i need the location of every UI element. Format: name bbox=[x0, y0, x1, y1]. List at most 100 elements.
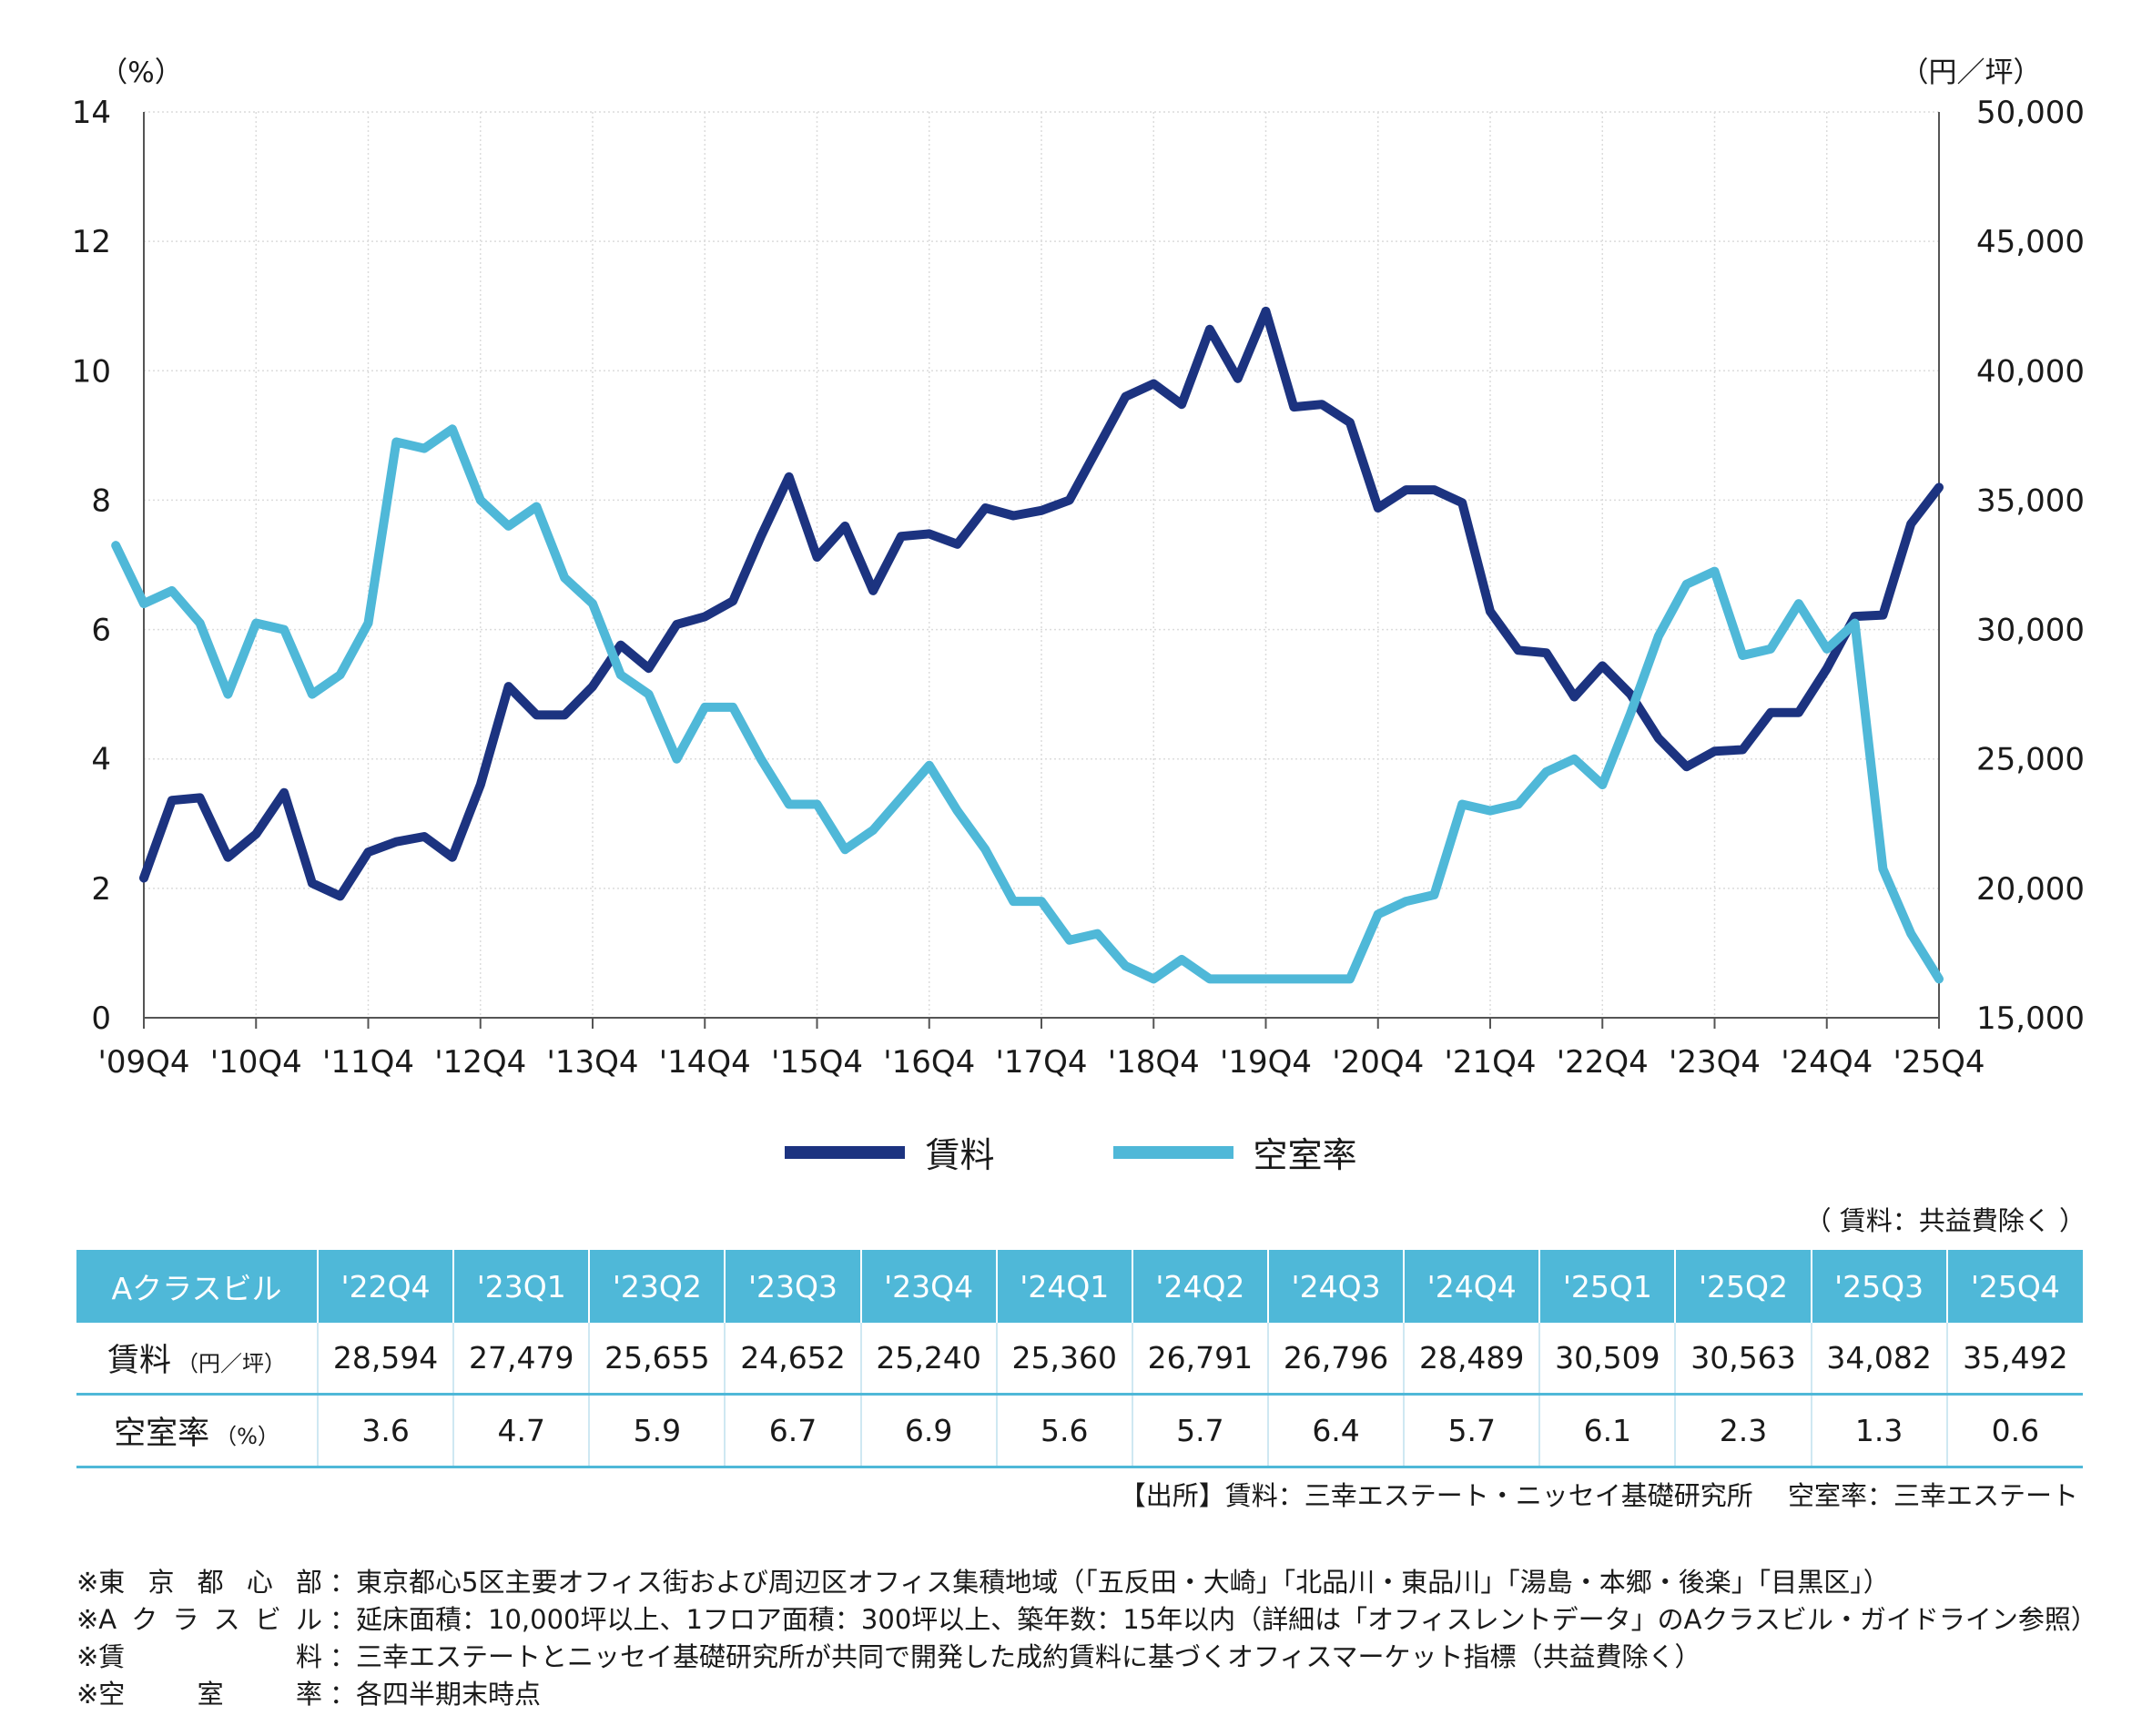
axes: 0 2 4 6 8 10 12 14 15,000 20,000 25,000 30,000 35,00… bbox=[72, 56, 2085, 1081]
table-cell: 3.6 bbox=[316, 1394, 454, 1468]
table-cell: 2.3 bbox=[1674, 1394, 1812, 1468]
x-tick-label: '25Q4 bbox=[1893, 1044, 1985, 1081]
left-tick-label: 0 bbox=[91, 1000, 111, 1037]
right-tick-label: 35,000 bbox=[1976, 482, 2085, 519]
footnote-label-char: 都 bbox=[197, 1567, 224, 1598]
table-header-cell: '23Q4 bbox=[859, 1250, 997, 1323]
table-row-vacancy: 空室率 （%） 3.6 4.7 5.9 6.7 6.9 5.6 5.7 6.4 5.7 6.1 2.3… bbox=[76, 1394, 2083, 1468]
x-tick-label: '17Q4 bbox=[995, 1044, 1087, 1081]
footnote-label-char: 部 bbox=[295, 1567, 322, 1598]
table-cell: 26,796 bbox=[1266, 1323, 1405, 1396]
table-row-rent: 賃料 （円／坪） 28,594 27,479 25,655 24,652 25,240 25… bbox=[76, 1323, 2083, 1396]
table-cell: 5.6 bbox=[995, 1394, 1132, 1468]
left-tick-label: 8 bbox=[91, 482, 111, 519]
legend-label-vacancy: 空室率 bbox=[1253, 1135, 1357, 1175]
table-header-cell: '22Q4 bbox=[316, 1250, 454, 1323]
footnote-label: ※A クラスビル bbox=[76, 1601, 330, 1639]
footnote-label-char: 京 bbox=[147, 1567, 175, 1598]
footnote-label-char: ラ bbox=[172, 1604, 199, 1635]
footnote-label-char: ル bbox=[295, 1604, 322, 1635]
footnote-label: ※空 室 率 bbox=[76, 1676, 330, 1713]
x-tick-label: '20Q4 bbox=[1332, 1044, 1424, 1081]
table-header-cell: '24Q1 bbox=[995, 1250, 1132, 1323]
legend-label-rent: 賃料 bbox=[925, 1135, 995, 1175]
left-axis-unit: （%） bbox=[99, 56, 182, 89]
table-row-label: 賃料 （円／坪） bbox=[76, 1323, 318, 1396]
footnote-label-char: ビ bbox=[254, 1604, 281, 1635]
footnote-label-char: ※空 bbox=[76, 1679, 126, 1710]
footnote-row: ※賃 料 ：三幸エステートとニッセイ基礎研究所が共同で開発した成約賃料に基づくオフィ… bbox=[76, 1639, 2097, 1676]
table-header-cell: '25Q2 bbox=[1674, 1250, 1812, 1323]
left-tick-label: 10 bbox=[72, 353, 111, 390]
vacancy-series-line bbox=[111, 424, 1944, 984]
footnote-label-char: 料 bbox=[295, 1641, 322, 1672]
footnote-text: ：東京都心5区主要オフィス街および周辺区オフィス集積地域（「五反田・大崎」「北品… bbox=[330, 1567, 1890, 1598]
footnote-label-char: ※賃 bbox=[76, 1641, 126, 1672]
row-label-text: 賃料 bbox=[107, 1343, 171, 1379]
x-tick-label: '12Q4 bbox=[434, 1044, 526, 1081]
row-label-unit: （円／坪） bbox=[177, 1351, 286, 1376]
table-cell: 35,492 bbox=[1945, 1323, 2083, 1396]
table-header-cell: '23Q1 bbox=[452, 1250, 590, 1323]
table-cell: 6.7 bbox=[724, 1394, 861, 1468]
x-tick-label: '21Q4 bbox=[1444, 1044, 1536, 1081]
table-cell: 30,509 bbox=[1538, 1323, 1676, 1396]
table-header-cell: '24Q2 bbox=[1131, 1250, 1268, 1323]
footnote-label-char: 心 bbox=[246, 1567, 273, 1598]
table-cell: 6.4 bbox=[1266, 1394, 1405, 1468]
footnote-label-char: 率 bbox=[295, 1679, 322, 1710]
left-tick-label: 4 bbox=[91, 742, 111, 778]
table-header-cell: '23Q3 bbox=[724, 1250, 861, 1323]
right-tick-label: 40,000 bbox=[1976, 353, 2085, 390]
table-header-cell: '25Q1 bbox=[1538, 1250, 1676, 1323]
table-header-cell: '23Q2 bbox=[588, 1250, 726, 1323]
footnote-label: ※東京都心部 bbox=[76, 1564, 330, 1601]
x-tick-label: '23Q4 bbox=[1669, 1044, 1761, 1081]
right-tick-label: 20,000 bbox=[1976, 871, 2085, 908]
grid-lines bbox=[144, 111, 1939, 1018]
right-tick-label: 45,000 bbox=[1976, 224, 2085, 260]
footnote-row: ※A クラスビル ：延床面積：10,000坪以上、1フロア面積：300坪以上、築年数… bbox=[76, 1601, 2097, 1639]
table-cell: 28,594 bbox=[316, 1323, 454, 1396]
table-header-cell: '25Q4 bbox=[1945, 1250, 2083, 1323]
table-cell: 6.1 bbox=[1538, 1394, 1676, 1468]
x-tick-label: '14Q4 bbox=[659, 1044, 751, 1081]
series-lines bbox=[111, 306, 1944, 984]
table-unit-note: （ 賃料：共益費除く ） bbox=[1804, 1205, 2086, 1236]
table-cell: 25,240 bbox=[859, 1323, 997, 1396]
table-header-row: Aクラスビル '22Q4'23Q1'23Q2'23Q3'23Q4'24Q1'24… bbox=[76, 1250, 2083, 1323]
right-tick-label: 50,000 bbox=[1976, 95, 2085, 131]
table-header-first: Aクラスビル bbox=[76, 1250, 318, 1323]
line-chart: 0 2 4 6 8 10 12 14 15,000 20,000 25,000 30,000 35,00… bbox=[72, 56, 2085, 1081]
rent-series-line bbox=[139, 306, 1944, 901]
left-tick-label: 6 bbox=[91, 613, 111, 649]
footnote-label: ※賃 料 bbox=[76, 1639, 330, 1676]
footnote-label-char: ク bbox=[131, 1604, 158, 1635]
chart-legend: 賃料 空室率 bbox=[0, 1127, 2142, 1177]
legend-item-vacancy: 空室率 bbox=[1112, 1127, 1357, 1177]
table-cell: 25,655 bbox=[588, 1323, 726, 1396]
x-tick-label: '10Q4 bbox=[210, 1044, 302, 1081]
table-cell: 25,360 bbox=[995, 1323, 1132, 1396]
table-header-cell: '24Q4 bbox=[1403, 1250, 1540, 1323]
table-cell: 26,791 bbox=[1131, 1323, 1268, 1396]
table-header-cell: '25Q3 bbox=[1810, 1250, 1947, 1323]
table-cell: 30,563 bbox=[1674, 1323, 1812, 1396]
table-row-label: 空室率 （%） bbox=[76, 1394, 318, 1468]
table-cell: 28,489 bbox=[1403, 1323, 1540, 1396]
table-cell: 0.6 bbox=[1945, 1394, 2083, 1468]
footnote-text: ：各四半期末時点 bbox=[330, 1679, 542, 1710]
footnote-text: ：三幸エステートとニッセイ基礎研究所が共同で開発した成約賃料に基づくオフィスマー… bbox=[330, 1641, 1701, 1672]
right-axis-unit: （円／坪） bbox=[1901, 56, 2042, 89]
right-tick-label: 25,000 bbox=[1976, 742, 2085, 778]
row-label-unit: （%） bbox=[215, 1424, 279, 1449]
table-cell: 27,479 bbox=[452, 1323, 590, 1396]
footnote-label-char: 室 bbox=[197, 1679, 224, 1710]
left-tick-label: 14 bbox=[72, 95, 111, 131]
legend-swatch-vacancy bbox=[1112, 1145, 1233, 1159]
right-tick-label: 15,000 bbox=[1976, 1000, 2085, 1037]
table-cell: 34,082 bbox=[1810, 1323, 1947, 1396]
x-tick-label: '19Q4 bbox=[1220, 1044, 1312, 1081]
footnotes: ※東京都心部：東京都心5区主要オフィス街および周辺区オフィス集積地域（「五反田・… bbox=[76, 1564, 2097, 1713]
x-tick-label: '09Q4 bbox=[97, 1044, 189, 1081]
